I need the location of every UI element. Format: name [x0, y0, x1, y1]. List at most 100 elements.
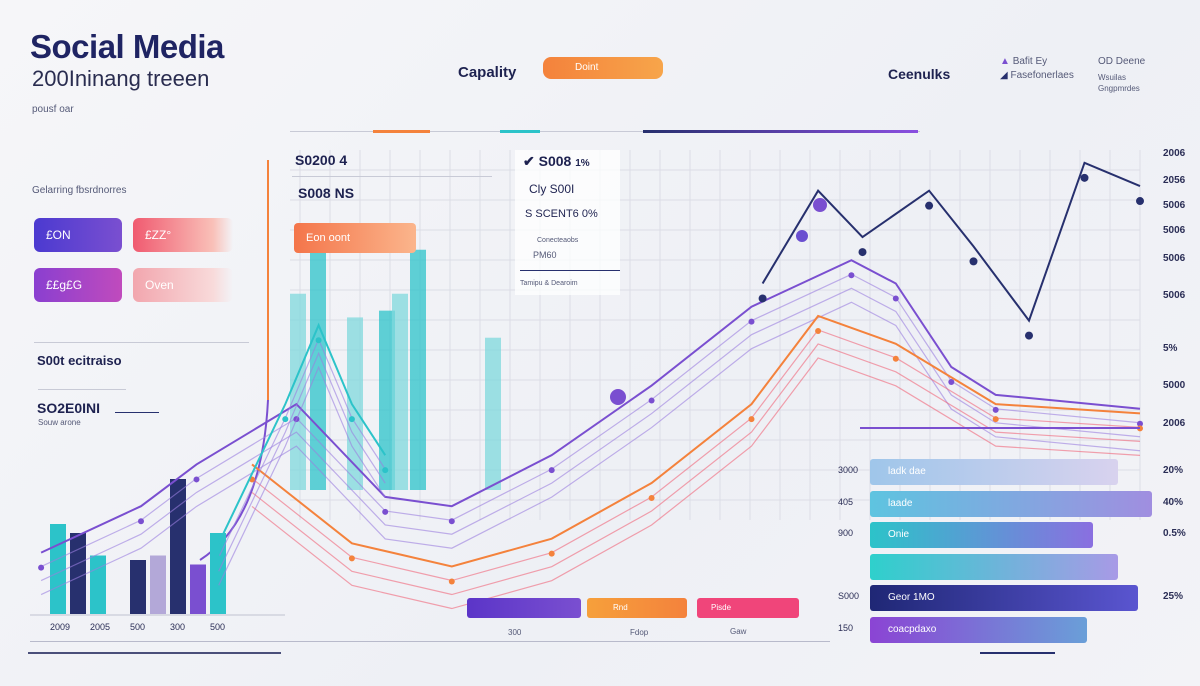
info-line: PM60 [533, 250, 557, 260]
bar-category-label: 150 [838, 622, 854, 633]
info-line: Tamipu & Dearoim [520, 280, 578, 287]
bar-category-label: S000 [838, 591, 860, 601]
check-icon: ✔ [523, 153, 535, 169]
bar-value-label: 25% [1163, 591, 1184, 602]
section-label: Gelarring fbsrdnorres [32, 185, 127, 196]
point-teal [382, 467, 389, 474]
info-line: Cly S00I [529, 182, 575, 196]
divider [38, 389, 126, 390]
point-teal [315, 337, 322, 344]
bar-category-label: 405 [838, 496, 854, 507]
bar-teal [210, 533, 226, 614]
legend-item: Bafit Ey [1012, 56, 1048, 67]
line-teal [217, 322, 387, 544]
info-card: ✔ S008 1% Cly S00I S SCENT6 0% Conecteao… [515, 150, 620, 295]
y-tick-label: 5006 [1163, 225, 1186, 236]
bar-teal [90, 555, 106, 614]
point-teal [282, 416, 289, 423]
arrow-icon: ▲ [1000, 56, 1010, 67]
filter-button[interactable]: £ZZ° [133, 218, 233, 252]
note: Wsuilas [1098, 73, 1127, 82]
legend-label: Fdop [630, 628, 649, 637]
arrow-icon: ◢ [1000, 70, 1008, 81]
point-purple [1137, 420, 1143, 427]
x-tick-label: 500 [210, 622, 226, 632]
center-bar [379, 310, 395, 490]
point-purple [648, 397, 655, 404]
point-purple [992, 406, 999, 413]
filter-button[interactable]: £ON [34, 218, 122, 252]
highlight-point [796, 230, 808, 242]
info-value: S008 [538, 153, 572, 169]
bar-purple [190, 564, 206, 614]
orange-marker [373, 130, 430, 133]
divider [292, 176, 492, 177]
filter-button[interactable]: Oven [133, 268, 233, 302]
panel-pill[interactable]: Eon oont [294, 223, 416, 253]
line-purple [40, 273, 1141, 568]
point-purple [193, 476, 200, 483]
doint-pill[interactable]: Doint [543, 57, 663, 79]
note: OD Deene [1098, 56, 1146, 67]
line-navy [761, 161, 1141, 323]
bar-teal [50, 524, 66, 614]
point-navy [1025, 331, 1033, 340]
center-bar [347, 317, 363, 490]
point-teal [215, 555, 222, 562]
y-tick-label: 5006 [1163, 253, 1186, 264]
point-navy [969, 257, 978, 266]
horizontal-bar: Geor 1MO [870, 585, 1138, 611]
divider [34, 342, 249, 343]
point-orange [348, 555, 355, 562]
divider [290, 131, 920, 132]
highlight-point [813, 198, 827, 212]
bar-category-label: 900 [838, 528, 854, 538]
info-suffix: 1% [575, 158, 590, 169]
point-navy [1136, 197, 1144, 206]
x-tick-label: 500 [130, 622, 146, 632]
divider [115, 412, 159, 413]
horizontal-bar: ladk dae [870, 459, 1119, 485]
bar-value-label: 20% [1163, 465, 1184, 476]
point-navy [858, 248, 867, 257]
point-purple [548, 467, 555, 474]
results-label: Ceenulks [888, 66, 951, 82]
line-purple [40, 259, 1141, 554]
point-navy [758, 294, 767, 303]
legend-button-purple[interactable] [467, 598, 581, 618]
point-navy [925, 201, 934, 210]
bar-value-label: 0.5% [1163, 528, 1186, 539]
stat-label: S00t ecitraiso [37, 353, 122, 368]
purple-marker [643, 130, 918, 133]
point-orange [448, 578, 455, 585]
bar-lavender [150, 555, 166, 614]
point-purple [848, 272, 855, 279]
line-purple [40, 287, 1141, 582]
y-tick-label: 2006 [1163, 418, 1186, 429]
filter-button[interactable]: ££g£G [34, 268, 122, 302]
legend-item: Fasefonerlaes [1010, 70, 1074, 81]
y-tick-label: 2006 [1163, 148, 1186, 159]
center-bar [410, 249, 426, 490]
point-orange [992, 416, 999, 423]
panel-value: S0200 4 [295, 152, 348, 168]
point-orange [815, 327, 822, 334]
point-purple [748, 318, 755, 325]
bar-category-label: 3000 [838, 465, 859, 475]
axis-bracket [980, 652, 1055, 654]
x-tick-label: 2009 [50, 622, 71, 632]
scrollbar[interactable] [28, 652, 281, 654]
horizontal-bar: coacpdaxo [870, 616, 1088, 643]
point-purple [448, 518, 455, 525]
stat-value: SO2E0INI [37, 400, 101, 416]
line-teal [218, 351, 386, 572]
panel-value: S008 NS [298, 185, 355, 201]
legend-button-orange[interactable]: Rnd [587, 598, 687, 618]
legend-label: Gaw [730, 627, 747, 636]
caption: pousf oar [32, 104, 74, 115]
point-orange [648, 495, 655, 501]
point-purple [138, 518, 144, 525]
legend-button-pink[interactable]: Pisde [697, 598, 799, 618]
note: Gngpmrdes [1098, 84, 1140, 93]
